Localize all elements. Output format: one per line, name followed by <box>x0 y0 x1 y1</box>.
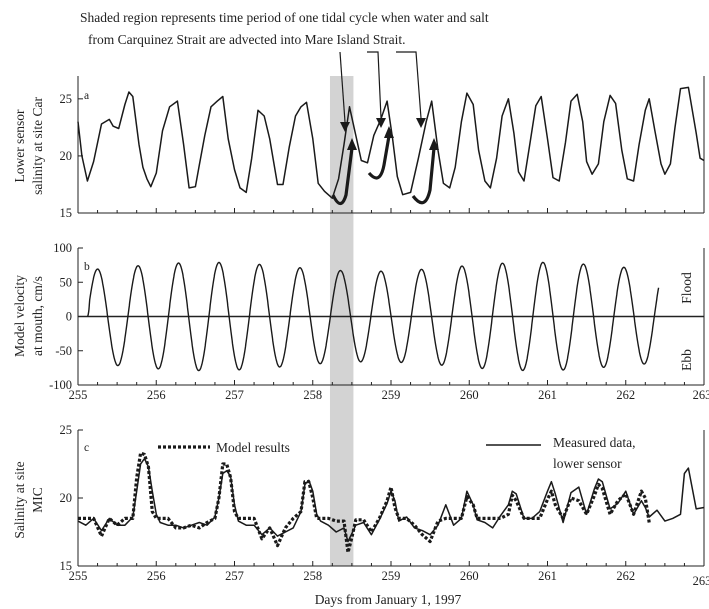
panel-c-ylabel-2: MIC <box>30 487 45 513</box>
panel-b-ytick-label: 100 <box>53 241 72 255</box>
legend-measured-label-1: Measured data, <box>553 435 635 450</box>
panel-c-xtick-label: 256 <box>147 569 166 583</box>
hook-arrow-2 <box>367 135 391 180</box>
panel-b-xtick-label: 259 <box>382 388 401 402</box>
x-axis-label: Days from January 1, 1997 <box>315 592 462 607</box>
panel-c-xtick-label: 262 <box>616 569 635 583</box>
panel-c-xtick-label: 260 <box>460 569 479 583</box>
panel-c: 15 20 25 255 256 257 258 259 260 261 262 263 <box>60 423 709 588</box>
legend-model-label: Model results <box>216 440 290 455</box>
pointer-2-head <box>376 118 386 128</box>
panel-c-ytick-label: 25 <box>60 423 73 437</box>
hook-arrow-1 <box>331 147 354 206</box>
panel-b-xtick-label: 258 <box>303 388 322 402</box>
panel-c-label: c <box>84 442 89 454</box>
panel-c-ytick-label: 20 <box>60 491 73 505</box>
panel-a-ytick-label: 25 <box>60 92 73 106</box>
panel-c-ylabel-1: Salinity at site <box>12 461 27 538</box>
pointer-3-head <box>416 118 426 128</box>
hook-arrow-3-head <box>429 138 439 150</box>
panel-b-ytick-label: -100 <box>49 378 72 392</box>
panel-b-xtick-label: 255 <box>69 388 88 402</box>
panel-c-xtick-label: 263 <box>693 574 709 588</box>
panel-b-label: b <box>84 261 90 273</box>
panel-b-xtick-label: 261 <box>538 388 557 402</box>
panel-b-ytick-label: 50 <box>60 275 73 289</box>
pointer-2 <box>367 51 382 119</box>
panel-b: -100 -50 0 50 100 255 256 257 258 259 260 261 262 263 <box>49 241 709 402</box>
panel-a-ylabel-2: salinity at site Car <box>30 97 45 195</box>
panel-a-ytick-label: 20 <box>60 149 73 163</box>
legend-measured-label-2: lower sensor <box>553 456 622 471</box>
flood-label: Flood <box>679 272 694 304</box>
hook-arrow-3 <box>411 147 436 205</box>
panel-c-xtick-label: 255 <box>69 569 88 583</box>
hook-arrow-1-head <box>347 138 357 150</box>
panel-c-xtick-label: 259 <box>382 569 401 583</box>
annotation-line-2: from Carquinez Strait are advected into … <box>88 32 406 47</box>
panel-c-xtick-label: 258 <box>303 569 322 583</box>
panel-c-xtick-label: 261 <box>538 569 557 583</box>
model-results-line <box>78 451 651 554</box>
panel-b-ytick-label: -50 <box>55 344 72 358</box>
panel-a: 15 20 25 <box>60 76 705 220</box>
ebb-label: Ebb <box>679 349 694 371</box>
panel-b-xtick-label: 263 <box>693 388 709 402</box>
panel-a-salinity-line <box>77 86 705 199</box>
panel-b-xtick-label: 257 <box>225 388 244 402</box>
pointer-3 <box>396 51 422 119</box>
annotation-line-1: Shaded region represents time period of … <box>80 10 489 25</box>
panel-b-ylabel-2: at mouth, cm/s <box>30 276 45 356</box>
panel-b-xtick-label: 262 <box>616 388 635 402</box>
panel-c-xtick-label: 257 <box>225 569 244 583</box>
panel-b-xtick-label: 260 <box>460 388 479 402</box>
measured-data-line <box>77 457 705 543</box>
velocity-line <box>86 261 660 372</box>
panel-b-ylabel-1: Model velocity <box>12 275 27 357</box>
panel-a-ytick-label: 15 <box>60 206 73 220</box>
pointer-1 <box>339 51 346 123</box>
panel-a-ylabel-1: Lower sensor <box>12 109 27 183</box>
panel-b-xtick-label: 256 <box>147 388 166 402</box>
panel-b-ytick-label: 0 <box>66 310 72 324</box>
panel-a-label: a <box>84 90 89 102</box>
panel-c-ytick-label: 15 <box>60 559 73 573</box>
